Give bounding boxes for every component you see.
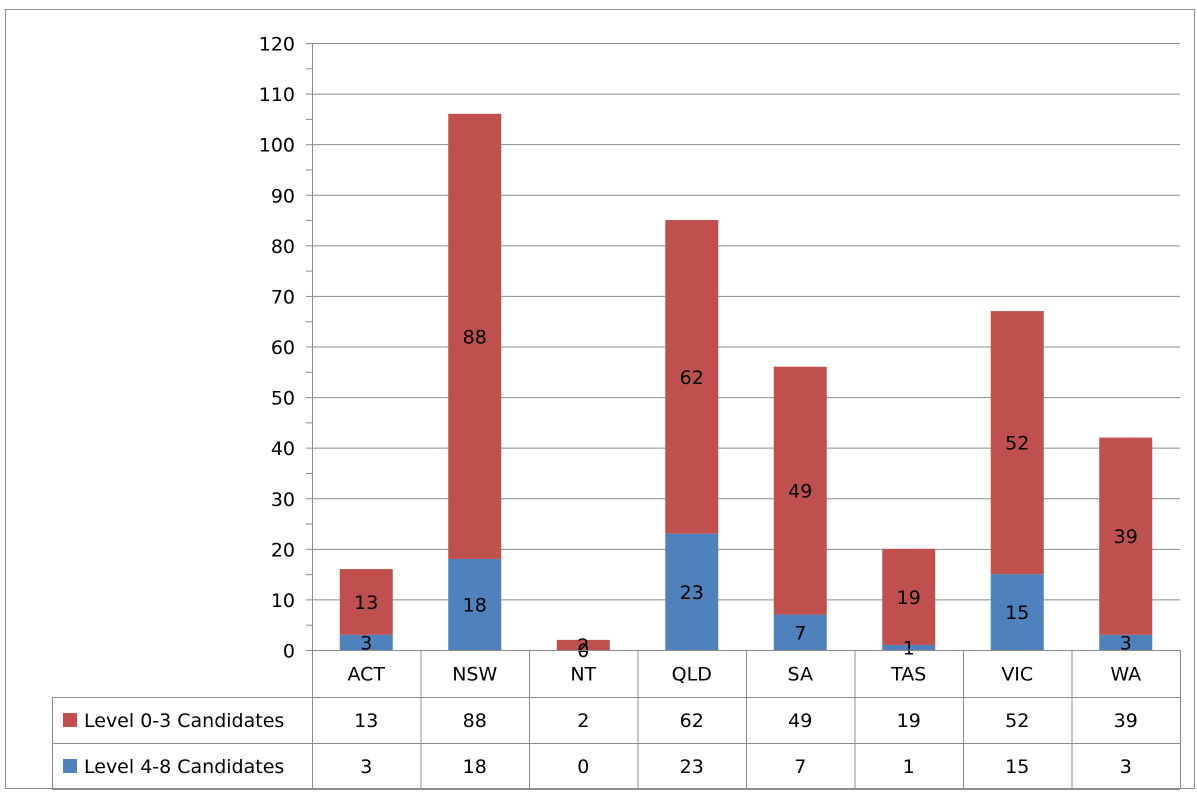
table-cell: 19 <box>897 710 921 732</box>
bar-level-4-8-wa <box>1099 634 1153 650</box>
data-label-level-4-8: 23 <box>680 582 704 604</box>
y-tick-label: 90 <box>271 185 295 207</box>
table-cell: 88 <box>463 710 487 732</box>
gridlines <box>312 43 1180 651</box>
category-label-qld: QLD <box>672 664 712 686</box>
bar-level-0-3-vic <box>990 311 1044 575</box>
table-cell: 0 <box>577 756 589 778</box>
bar-level-4-8-qld <box>665 533 719 650</box>
bar-level-4-8-act <box>339 634 393 650</box>
legend-label-level-0-3: Level 0-3 Candidates <box>84 710 284 732</box>
table-cell: 15 <box>1005 756 1029 778</box>
table-cell: 52 <box>1005 710 1029 732</box>
data-label-level-0-3: 2 <box>577 635 589 657</box>
bar-level-4-8-sa <box>773 614 827 650</box>
data-label-level-4-8: 15 <box>1005 602 1029 624</box>
data-label-level-4-8: 1 <box>903 637 915 659</box>
y-axis: 0 10 20 30 40 50 60 70 80 90 100 110 120 <box>259 34 313 663</box>
bar-level-0-3-sa <box>773 366 827 615</box>
y-tick-label: 50 <box>271 388 295 410</box>
data-label-level-4-8: 3 <box>1120 632 1132 654</box>
bar-level-0-3-tas <box>882 548 936 645</box>
table-cell: 39 <box>1114 710 1138 732</box>
table-cell: 18 <box>463 756 487 778</box>
y-tick-label: 60 <box>271 337 295 359</box>
table-cell: 49 <box>788 710 812 732</box>
category-label-sa: SA <box>788 664 813 686</box>
bar-level-0-3-act <box>339 569 393 635</box>
y-tick-label: 120 <box>259 34 295 56</box>
legend-key-level-0-3 <box>63 713 77 727</box>
y-tick-label: 70 <box>271 286 295 308</box>
category-label-wa: WA <box>1110 664 1141 686</box>
y-tick-label: 20 <box>271 539 295 561</box>
y-tick-label: 110 <box>259 84 295 106</box>
data-table: ACT NSW NT QLD SA TAS VIC WA Level 0-3 Candidate… <box>52 650 1181 790</box>
table-cell: 13 <box>354 710 378 732</box>
legend-label-level-4-8: Level 4-8 Candidates <box>84 756 284 778</box>
y-tick-label: 0 <box>283 641 295 663</box>
table-cell: 62 <box>680 710 704 732</box>
y-tick-label: 40 <box>271 438 295 460</box>
bar-level-0-3-nt <box>556 639 610 650</box>
category-label-nsw: NSW <box>452 664 497 686</box>
data-label-level-0-3: 49 <box>788 481 812 503</box>
data-label-level-4-8: 18 <box>463 594 487 616</box>
bar-level-0-3-wa <box>1099 437 1153 635</box>
data-label-level-0-3: 13 <box>354 592 378 614</box>
y-tick-label: 10 <box>271 590 295 612</box>
bar-level-0-3-nsw <box>448 113 502 559</box>
data-label-level-0-3: 88 <box>463 326 487 348</box>
legend-key-level-4-8 <box>63 759 77 773</box>
bar-level-4-8-tas <box>882 644 936 650</box>
table-cell: 23 <box>680 756 704 778</box>
y-tick-label: 80 <box>271 236 295 258</box>
data-label-level-0-3: 62 <box>680 367 704 389</box>
category-label-vic: VIC <box>1001 664 1033 686</box>
data-label-level-0-3: 52 <box>1005 433 1029 455</box>
y-tick-label: 100 <box>259 135 295 157</box>
y-tick-label: 30 <box>271 489 295 511</box>
table-cell: 3 <box>360 756 372 778</box>
bars <box>339 113 1153 650</box>
table-cell: 3 <box>1120 756 1132 778</box>
category-label-tas: TAS <box>890 664 926 686</box>
category-label-act: ACT <box>347 664 385 686</box>
data-label-level-4-8: 7 <box>794 622 806 644</box>
table-cell: 2 <box>577 710 589 732</box>
data-label-level-0-3: 39 <box>1114 526 1138 548</box>
bar-level-4-8-vic <box>990 574 1044 650</box>
data-label-level-0-3: 19 <box>897 587 921 609</box>
table-cell: 7 <box>794 756 806 778</box>
bar-level-0-3-qld <box>665 220 719 534</box>
table-cell: 1 <box>903 756 915 778</box>
bar-level-4-8-nsw <box>448 558 502 650</box>
category-label-nt: NT <box>570 664 596 686</box>
data-label-level-4-8: 3 <box>360 632 372 654</box>
